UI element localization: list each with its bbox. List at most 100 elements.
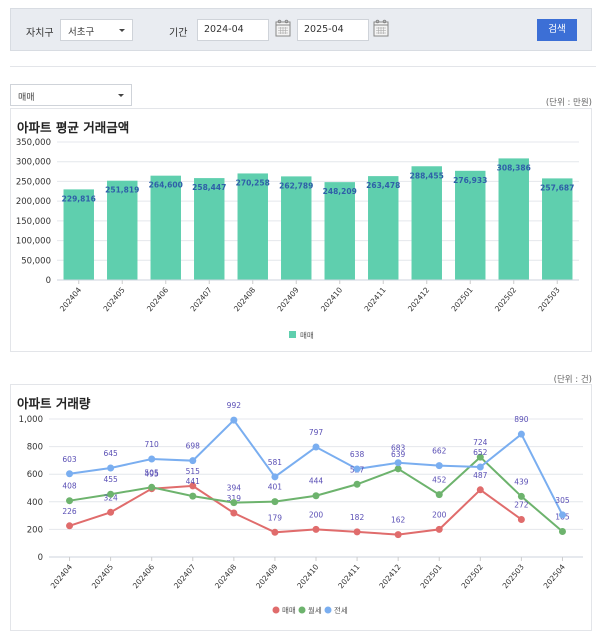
data-point[interactable] xyxy=(189,492,197,500)
point-value-label: 305 xyxy=(555,496,570,505)
data-point[interactable] xyxy=(435,491,443,499)
x-tick-label: 202409 xyxy=(275,285,300,313)
point-value-label: 639 xyxy=(391,450,406,459)
x-tick-label: 202407 xyxy=(172,562,197,590)
data-point[interactable] xyxy=(476,453,484,461)
data-point[interactable] xyxy=(66,522,74,530)
point-value-label: 581 xyxy=(268,458,283,467)
y-tick-label: 400 xyxy=(27,498,43,508)
legend-label[interactable]: 전세 xyxy=(334,605,348,615)
bar-value-label: 264,600 xyxy=(149,181,183,190)
data-point[interactable] xyxy=(148,455,156,463)
data-point[interactable] xyxy=(271,528,279,536)
bar-value-label: 276,933 xyxy=(453,176,487,185)
legend-marker xyxy=(324,606,332,614)
data-point[interactable] xyxy=(230,509,238,517)
x-tick-label: 202501 xyxy=(449,285,474,313)
point-value-label: 182 xyxy=(350,513,365,522)
y-tick-label: 1,000 xyxy=(19,415,43,425)
search-button[interactable]: 검색 xyxy=(537,19,577,41)
data-point[interactable] xyxy=(558,511,566,519)
legend-label[interactable]: 매매 xyxy=(282,606,296,615)
bar[interactable] xyxy=(107,180,138,280)
data-point[interactable] xyxy=(394,531,402,539)
data-point[interactable] xyxy=(312,443,320,451)
bar[interactable] xyxy=(150,175,181,280)
data-point[interactable] xyxy=(558,527,566,535)
data-point[interactable] xyxy=(476,486,484,494)
y-tick-label: 0 xyxy=(38,553,43,563)
data-point[interactable] xyxy=(271,473,279,481)
data-point[interactable] xyxy=(189,482,197,490)
point-value-label: 724 xyxy=(473,438,488,447)
data-point[interactable] xyxy=(66,497,74,505)
y-tick-label: 350,000 xyxy=(16,138,51,148)
data-point[interactable] xyxy=(476,463,484,471)
calendar-icon[interactable] xyxy=(275,19,291,37)
data-point[interactable] xyxy=(435,462,443,470)
point-value-label: 505 xyxy=(145,468,160,477)
start-date-input[interactable]: 2024-04 xyxy=(197,19,269,41)
district-select[interactable]: 서초구 xyxy=(60,19,133,41)
data-point[interactable] xyxy=(66,470,74,478)
avg-price-chart-title: 아파트 평균 거래금액 xyxy=(17,120,130,135)
bar-value-label: 308,386 xyxy=(497,163,531,172)
y-tick-label: 200 xyxy=(27,525,43,535)
bar[interactable] xyxy=(542,178,573,280)
avg-price-bar-chart: 0 50,000 100,000 150,000 200,000 250,000 300,0… xyxy=(16,138,579,340)
point-value-label: 992 xyxy=(227,401,242,410)
bar[interactable] xyxy=(368,176,399,280)
data-point[interactable] xyxy=(394,459,402,467)
bar[interactable] xyxy=(237,173,268,280)
data-point[interactable] xyxy=(148,483,156,491)
data-point[interactable] xyxy=(271,498,279,506)
data-point[interactable] xyxy=(312,492,320,500)
data-point[interactable] xyxy=(353,528,361,536)
point-value-label: 452 xyxy=(432,476,447,485)
data-point[interactable] xyxy=(189,457,197,465)
y-tick-label: 150,000 xyxy=(16,217,51,227)
bar-value-label: 270,258 xyxy=(236,178,270,187)
point-value-label: 179 xyxy=(268,513,283,522)
data-point[interactable] xyxy=(353,465,361,473)
bar[interactable] xyxy=(324,182,355,280)
legend-label[interactable]: 매매 xyxy=(300,331,314,340)
end-date-input[interactable]: 2025-04 xyxy=(297,19,369,41)
point-value-label: 662 xyxy=(432,447,447,456)
bar[interactable] xyxy=(411,166,442,280)
data-point[interactable] xyxy=(394,465,402,473)
point-value-label: 797 xyxy=(309,428,324,437)
data-point[interactable] xyxy=(107,464,115,472)
point-value-label: 495 xyxy=(145,470,160,479)
data-point[interactable] xyxy=(107,508,115,516)
bar-value-label: 288,455 xyxy=(410,171,444,180)
data-point[interactable] xyxy=(312,525,320,533)
x-tick-label: 202411 xyxy=(336,562,361,590)
bar[interactable] xyxy=(194,178,225,280)
bar[interactable] xyxy=(455,170,486,280)
data-point[interactable] xyxy=(230,416,238,424)
bar[interactable] xyxy=(498,158,529,280)
volume-line-chart: 0 200 400 600 800 1,000 202404 202405 202406 2024… xyxy=(19,401,583,615)
x-tick-label: 202503 xyxy=(536,285,561,313)
data-point[interactable] xyxy=(517,515,525,523)
legend-label[interactable]: 월세 xyxy=(308,605,322,615)
end-date-value: 2025-04 xyxy=(304,24,344,35)
x-tick-label: 202406 xyxy=(145,285,170,313)
data-point[interactable] xyxy=(517,430,525,438)
data-point[interactable] xyxy=(435,525,443,533)
y-tick-label: 800 xyxy=(27,443,43,453)
y-tick-label: 50,000 xyxy=(21,256,51,266)
data-point[interactable] xyxy=(353,480,361,488)
transaction-type-select[interactable]: 매매 xyxy=(10,84,132,106)
x-tick-label: 202410 xyxy=(319,285,344,313)
calendar-icon[interactable] xyxy=(373,19,389,37)
bar[interactable] xyxy=(281,176,312,280)
data-point[interactable] xyxy=(230,499,238,507)
data-point[interactable] xyxy=(517,492,525,500)
x-tick-label: 202412 xyxy=(406,285,431,313)
data-point[interactable] xyxy=(107,490,115,498)
bar[interactable] xyxy=(63,189,94,280)
point-value-label: 515 xyxy=(186,467,201,476)
x-tick-label: 202503 xyxy=(501,562,526,590)
